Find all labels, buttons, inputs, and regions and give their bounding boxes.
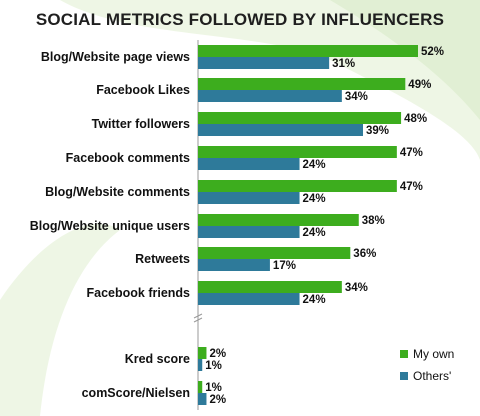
legend-swatch-my-own — [400, 350, 408, 358]
bar-my-own — [198, 112, 402, 124]
data-label: 31% — [332, 58, 355, 70]
data-label: 52% — [421, 46, 444, 58]
category-label: Retweets — [135, 252, 190, 266]
bar-my-own — [198, 214, 359, 226]
legend-swatch-others — [400, 372, 408, 380]
category-label: Blog/Website unique users — [30, 219, 190, 233]
data-label: 47% — [400, 181, 423, 193]
legend-item-my-own: My own — [400, 346, 454, 362]
data-label: 38% — [362, 215, 385, 227]
data-label: 36% — [353, 248, 376, 260]
data-label: 2% — [209, 394, 226, 406]
data-label: 49% — [408, 79, 431, 91]
data-label: 34% — [345, 282, 368, 294]
bar-others — [198, 90, 342, 102]
data-label: 24% — [303, 159, 326, 171]
bar-others — [198, 293, 300, 305]
category-label: Kred score — [125, 352, 190, 366]
bar-my-own — [198, 78, 406, 90]
category-label: Facebook comments — [66, 151, 190, 165]
bar-my-own — [198, 347, 207, 359]
data-label: 1% — [205, 382, 222, 394]
category-label: Twitter followers — [92, 117, 190, 131]
bar-my-own — [198, 247, 351, 259]
axis-break-mark — [193, 313, 203, 319]
bar-my-own — [198, 146, 397, 158]
legend-label-my-own: My own — [413, 347, 455, 361]
bar-others — [198, 259, 270, 271]
data-label: 39% — [366, 125, 389, 137]
bar-others — [198, 393, 207, 405]
bar-my-own — [198, 180, 397, 192]
data-label: 17% — [273, 260, 296, 272]
bar-others — [198, 226, 300, 238]
bar-others — [198, 192, 300, 204]
bar-others — [198, 57, 330, 69]
legend-label-others: Others' — [413, 369, 452, 383]
category-label: Blog/Website page views — [41, 50, 190, 64]
category-label: comScore/Nielsen — [82, 386, 190, 400]
axis-break-mark — [193, 317, 203, 323]
category-label: Facebook Likes — [96, 83, 190, 97]
bar-my-own — [198, 45, 418, 57]
chart-legend: My own Others' — [400, 346, 454, 390]
data-label: 24% — [303, 227, 326, 239]
bar-others — [198, 359, 203, 371]
data-label: 34% — [345, 91, 368, 103]
bar-my-own — [198, 381, 203, 393]
category-label: Blog/Website comments — [45, 185, 190, 199]
data-label: 48% — [404, 113, 427, 125]
legend-item-others: Others' — [400, 368, 454, 384]
data-label: 47% — [400, 147, 423, 159]
bar-my-own — [198, 281, 342, 293]
data-label: 24% — [303, 193, 326, 205]
data-label: 1% — [205, 360, 222, 372]
data-label: 24% — [303, 294, 326, 306]
data-label: 2% — [209, 348, 226, 360]
category-label: Facebook friends — [87, 286, 191, 300]
bar-others — [198, 124, 363, 136]
bar-others — [198, 158, 300, 170]
chart-title: SOCIAL METRICS FOLLOWED BY INFLUENCERS — [35, 10, 445, 29]
